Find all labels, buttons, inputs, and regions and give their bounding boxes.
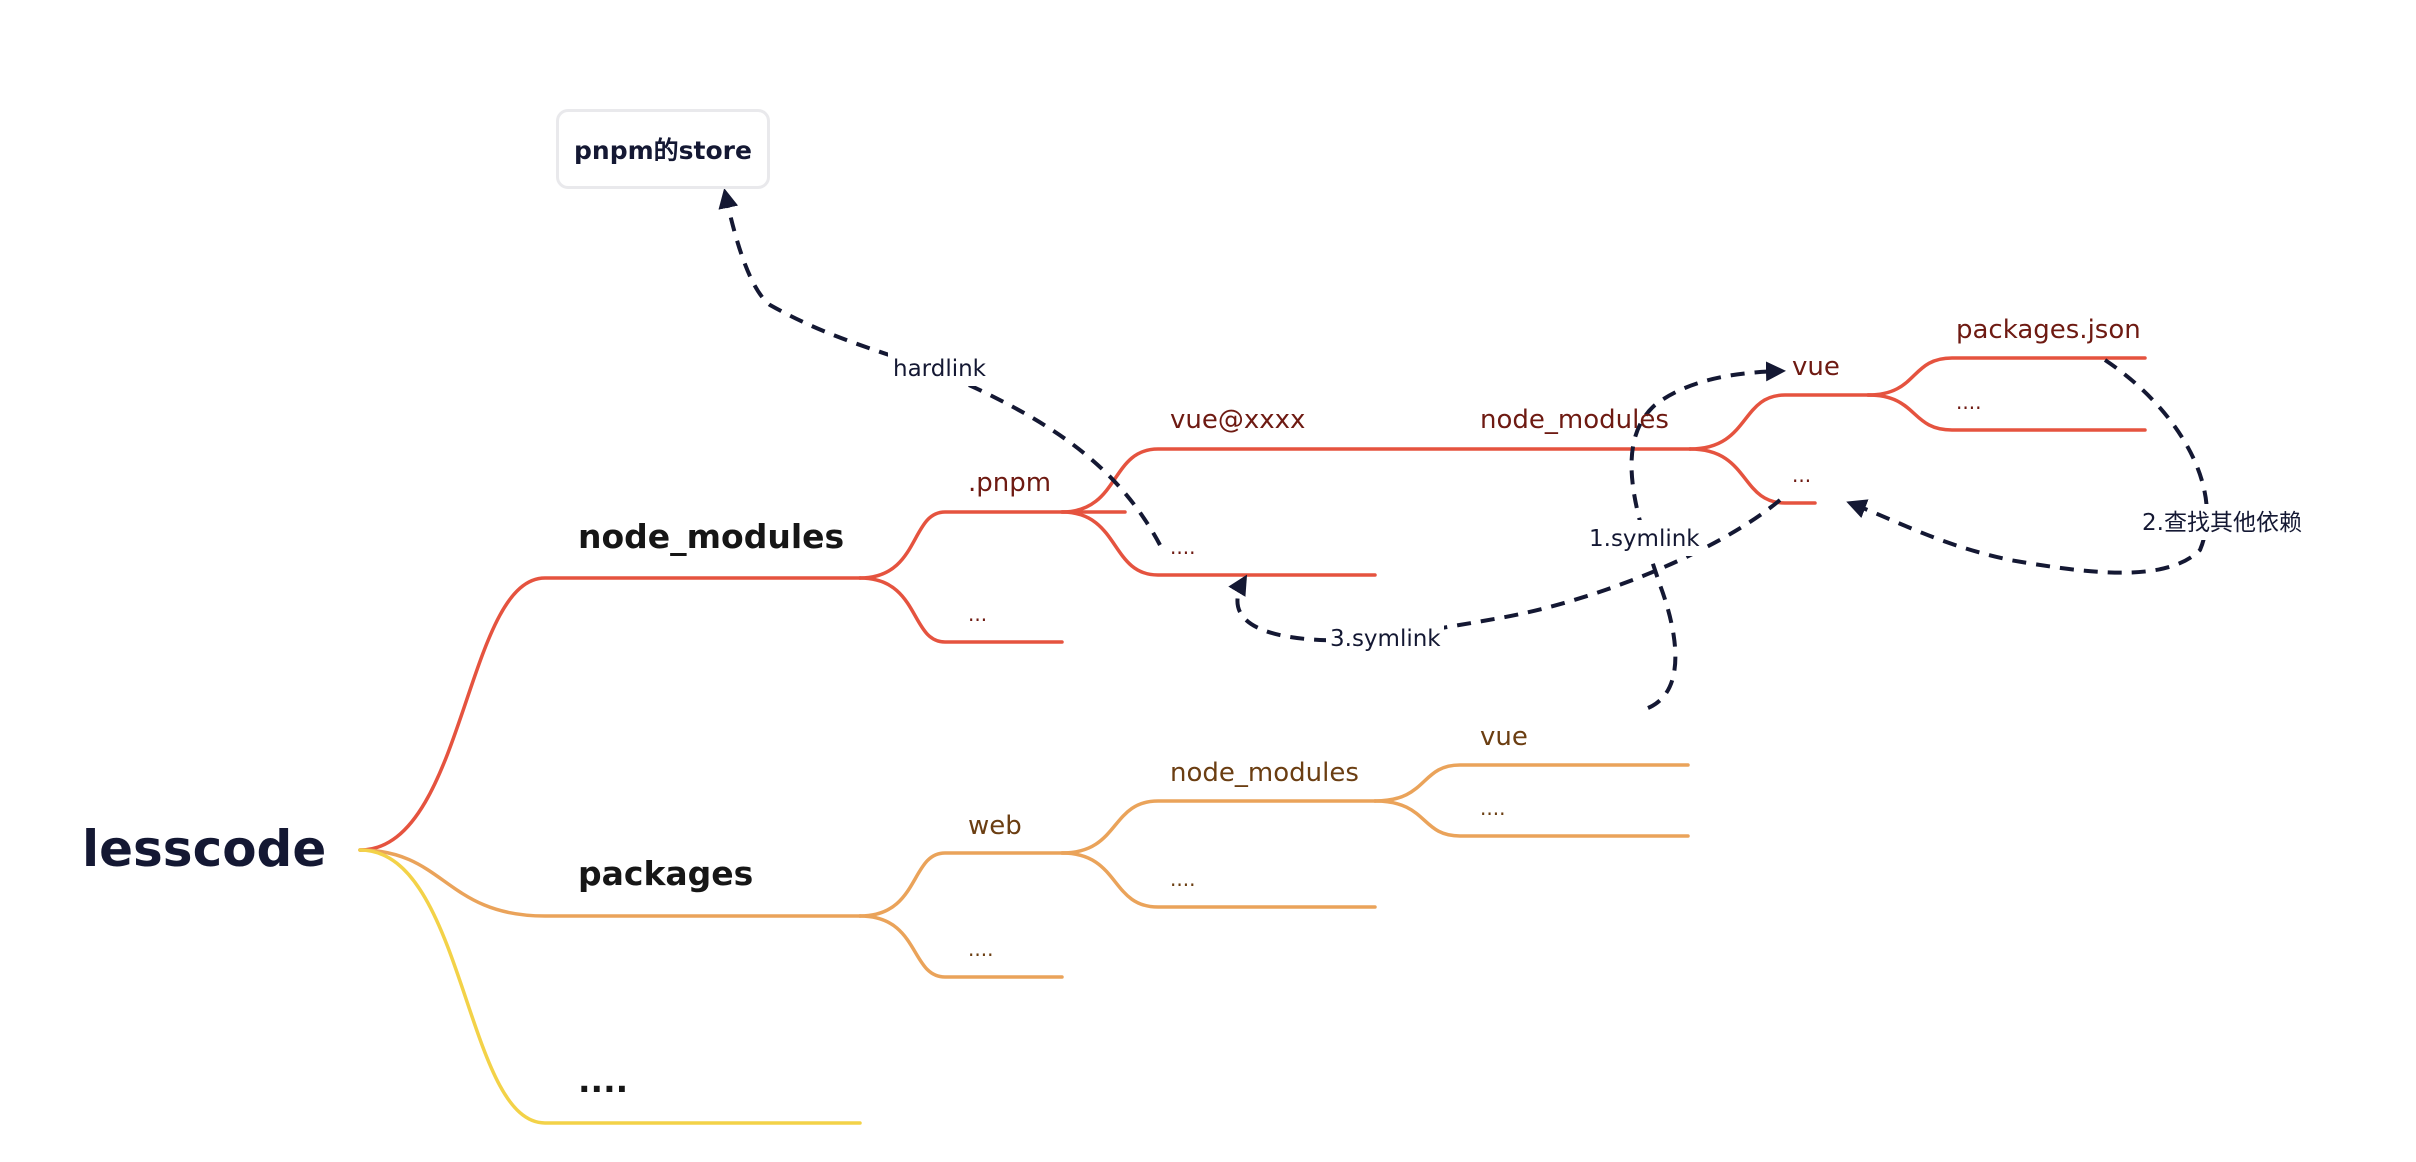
pnpm-label: .pnpm [968,468,1051,498]
branch-packages [358,848,862,918]
web-node-modules-label: node_modules [1170,758,1359,788]
inner-vue-label: vue [1792,352,1840,382]
vue-xxxx-label: vue@xxxx [1170,405,1305,435]
inner-node-modules-label: node_modules [1480,405,1669,435]
symlink1-label: 1.symlink [1589,526,1700,552]
branch-web-more [1060,851,1377,909]
branch-vue-more [1866,393,2147,432]
find-deps-label-bg [2138,504,2310,540]
branch-node-modules [358,576,862,852]
branch-packages-json [1866,356,2147,397]
branch-pnpm [858,510,1127,580]
find-deps-label: 2.查找其他依赖 [2142,510,2302,536]
pnpm-store-label: pnpm的store [574,136,752,165]
find-deps-connector [1846,358,2209,575]
branch-web-vue [1373,763,1690,803]
packages-label: packages [578,854,753,893]
node-modules-label: node_modules [578,517,844,556]
web-nm-more-label: .... [1480,796,1505,820]
pnpm-store-box: pnpm的store [556,109,770,189]
web-more-label: .... [1170,867,1195,891]
root-label: lesscode [82,820,326,878]
symlink1-label-bg [1585,520,1703,556]
branch-packages-more [858,914,1064,979]
hardlink-label: hardlink [893,356,987,382]
symlink3-label: 3.symlink [1330,626,1441,652]
branch-web-node-modules [1060,799,1377,855]
branch-pnpm-more [1060,510,1377,577]
branch-root-more [358,848,862,1125]
root-more-label: .... [578,1061,628,1100]
inner-more-label: ... [1792,463,1811,487]
pnpm-more-label: .... [1170,535,1195,559]
branch-web-nm-more [1373,799,1690,838]
web-label: web [968,811,1022,841]
branch-inner-vue [1688,393,1882,451]
nm-more-label: ... [968,602,987,626]
branch-web [858,851,1077,918]
packages-more-label: .... [968,937,993,961]
branch-vue-xxxx [1060,447,1692,514]
symlink3-label-bg [1326,620,1444,656]
hardlink-label-bg [888,350,998,386]
vue-more-label: .... [1956,390,1981,414]
packages-json-label: packages.json [1956,315,2141,345]
branch-nm-more [858,576,1064,644]
symlink1-connector [1629,361,1786,710]
web-vue-label: vue [1480,722,1528,752]
